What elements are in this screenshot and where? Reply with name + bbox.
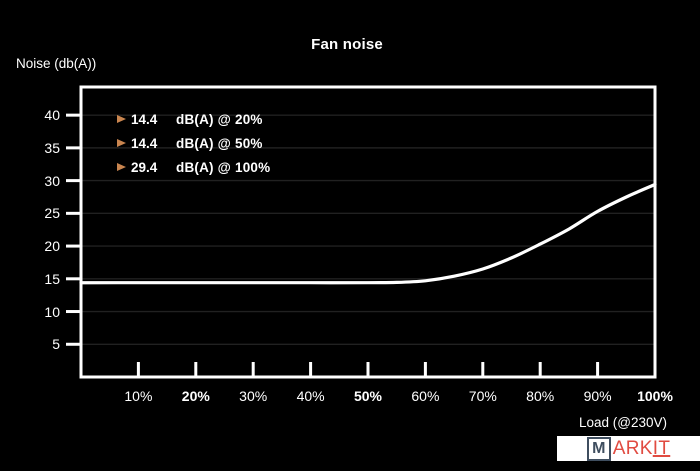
y-tick-label: 15 xyxy=(44,270,60,287)
x-axis-title: Load (@230V) xyxy=(578,415,667,430)
x-tick-label: 90% xyxy=(583,388,612,404)
y-tick-label: 35 xyxy=(44,139,60,156)
watermark-text: ARK xyxy=(612,437,653,459)
legend-label: dB(A) @ 50% xyxy=(176,135,263,151)
y-tick-label: 40 xyxy=(44,107,60,124)
x-tick-label: 60% xyxy=(411,388,440,404)
legend-value: 14.4 xyxy=(131,111,158,127)
legend-row: 14.4 dB(A) @ 50% xyxy=(117,131,270,155)
legend: 14.4 dB(A) @ 20% 14.4 dB(A) @ 50% 29.4 dB(A) … xyxy=(117,107,270,179)
right-triangle-icon xyxy=(117,163,126,171)
chart-title: Fan noise xyxy=(311,36,383,53)
x-tick-label: 10% xyxy=(124,388,153,404)
y-tick-label: 30 xyxy=(44,172,60,189)
markit-watermark: M ARK IT xyxy=(557,436,700,461)
legend-row: 29.4 dB(A) @ 100% xyxy=(117,155,270,179)
watermark-text-underlined: IT xyxy=(652,437,671,459)
y-tick-label: 20 xyxy=(44,238,60,255)
x-tick-label: 100% xyxy=(637,388,673,404)
x-tick-label: 50% xyxy=(353,388,383,404)
legend-row: 14.4 dB(A) @ 20% xyxy=(117,107,270,131)
noise-curve xyxy=(79,182,657,285)
legend-label: dB(A) @ 20% xyxy=(176,111,263,127)
x-tick-label: 80% xyxy=(526,388,555,404)
right-triangle-icon xyxy=(117,139,126,147)
plot-border xyxy=(79,85,657,379)
legend-value: 14.4 xyxy=(131,135,158,151)
y-axis-title: Noise (db(A)) xyxy=(16,56,97,71)
legend-label: dB(A) @ 100% xyxy=(176,159,271,175)
y-tick-label: 25 xyxy=(44,205,60,222)
x-tick-label: 70% xyxy=(468,388,497,404)
x-tick-label: 30% xyxy=(239,388,268,404)
watermark-m-logo: M xyxy=(586,436,611,461)
x-tick-label: 20% xyxy=(181,388,210,404)
y-tick-label: 10 xyxy=(44,303,60,320)
right-triangle-icon xyxy=(117,115,126,123)
legend-value: 29.4 xyxy=(131,159,158,175)
x-tick-label: 40% xyxy=(296,388,325,404)
y-tick-label: 5 xyxy=(52,336,60,353)
